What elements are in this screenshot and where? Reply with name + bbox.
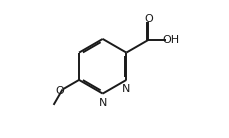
Text: N: N	[98, 98, 106, 108]
Text: N: N	[122, 84, 130, 94]
Text: O: O	[55, 86, 64, 96]
Text: OH: OH	[161, 35, 178, 45]
Text: O: O	[143, 14, 152, 24]
